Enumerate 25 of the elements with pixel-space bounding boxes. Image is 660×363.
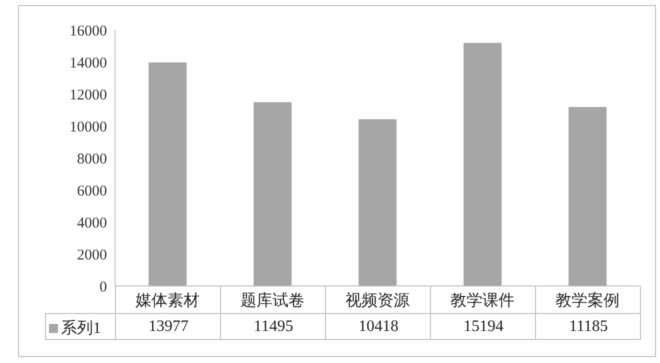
- bar: [568, 107, 607, 286]
- y-tick-label: 6000: [77, 183, 107, 200]
- data-label: 15194: [462, 318, 504, 336]
- y-tick-label: 14000: [70, 55, 107, 72]
- y-tick-label: 8000: [77, 151, 107, 168]
- y-tick-label: 12000: [70, 87, 107, 104]
- x-tick-label: 媒体素材: [136, 291, 200, 310]
- data-label: 13977: [148, 318, 190, 336]
- y-tick-label: 0: [100, 279, 107, 296]
- bar: [358, 119, 397, 286]
- x-tick-label: 教学课件: [450, 291, 514, 310]
- y-tick-label: 10000: [70, 119, 107, 136]
- legend-label: 系列1: [61, 318, 101, 339]
- bar: [464, 42, 502, 286]
- bar: [254, 102, 292, 286]
- x-tick-label: 教学案例: [556, 291, 620, 310]
- y-tick-label: 2000: [77, 247, 107, 264]
- bar: [148, 62, 187, 286]
- data-label: 10418: [358, 318, 400, 336]
- y-tick-label: 4000: [77, 215, 107, 232]
- data-label: 11495: [252, 318, 294, 336]
- x-tick-label: 视频资源: [346, 291, 410, 310]
- data-label: 11185: [568, 318, 609, 336]
- x-tick-label: 题库试卷: [240, 291, 304, 310]
- y-tick-label: 16000: [70, 23, 107, 40]
